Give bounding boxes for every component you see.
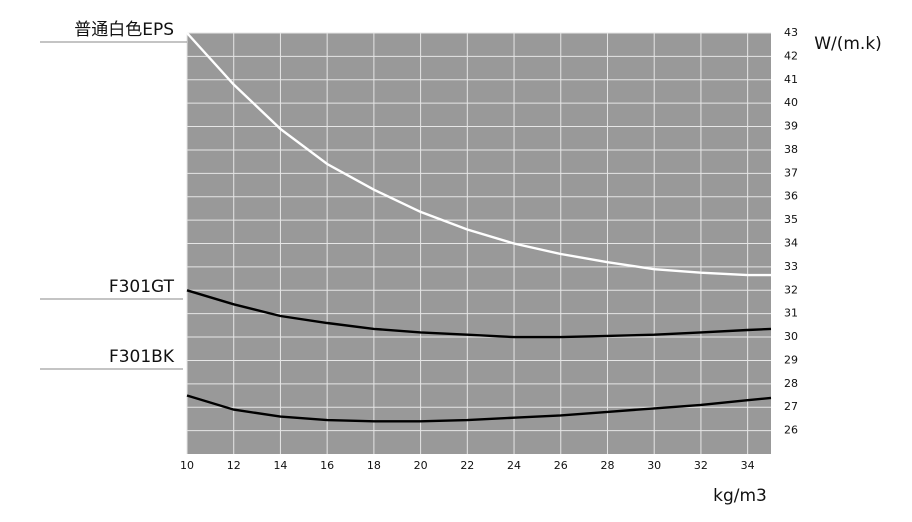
x-tick-label: 14 — [273, 459, 287, 472]
y-tick-label: 42 — [784, 49, 798, 62]
x-tick-label: 24 — [507, 459, 521, 472]
x-tick-label: 10 — [180, 459, 194, 472]
x-tick-label: 34 — [741, 459, 755, 472]
x-tick-label: 32 — [694, 459, 708, 472]
y-tick-label: 34 — [784, 237, 798, 250]
y-tick-label: 32 — [784, 283, 798, 296]
x-tick-label: 30 — [647, 459, 661, 472]
y-tick-label: 28 — [784, 377, 798, 390]
series-label: F301BK — [109, 347, 175, 367]
series-label: F301GT — [109, 277, 175, 297]
x-tick-label: 28 — [600, 459, 614, 472]
y-tick-label: 38 — [784, 143, 798, 156]
y-tick-label: 27 — [784, 400, 798, 413]
y-tick-label: 29 — [784, 353, 798, 366]
line-series — [186, 32, 771, 277]
y-tick-label: 36 — [784, 190, 798, 203]
x-tick-label: 18 — [367, 459, 381, 472]
y-tick-label: 30 — [784, 330, 798, 343]
x-tick-label: 26 — [554, 459, 568, 472]
y-tick-label: 43 — [784, 26, 798, 39]
line-series — [186, 394, 772, 423]
y-tick-label: 31 — [784, 307, 798, 320]
y-axis-label: W/(m.k) — [814, 34, 882, 54]
y-tick-label: 26 — [784, 424, 798, 437]
y-tick-label: 33 — [784, 260, 798, 273]
y-tick-label: 37 — [784, 166, 798, 179]
series-label: 普通白色EPS — [74, 20, 174, 40]
y-tick-label: 41 — [784, 73, 798, 86]
y-tick-label: 39 — [784, 120, 798, 133]
x-tick-label: 12 — [227, 459, 241, 472]
y-tick-label: 35 — [784, 213, 798, 226]
x-tick-label: 20 — [414, 459, 428, 472]
y-tick-label: 40 — [784, 96, 798, 109]
line-series — [186, 289, 772, 339]
x-tick-label: 22 — [460, 459, 474, 472]
x-axis-label: kg/m3 — [713, 486, 767, 506]
x-tick-label: 16 — [320, 459, 334, 472]
